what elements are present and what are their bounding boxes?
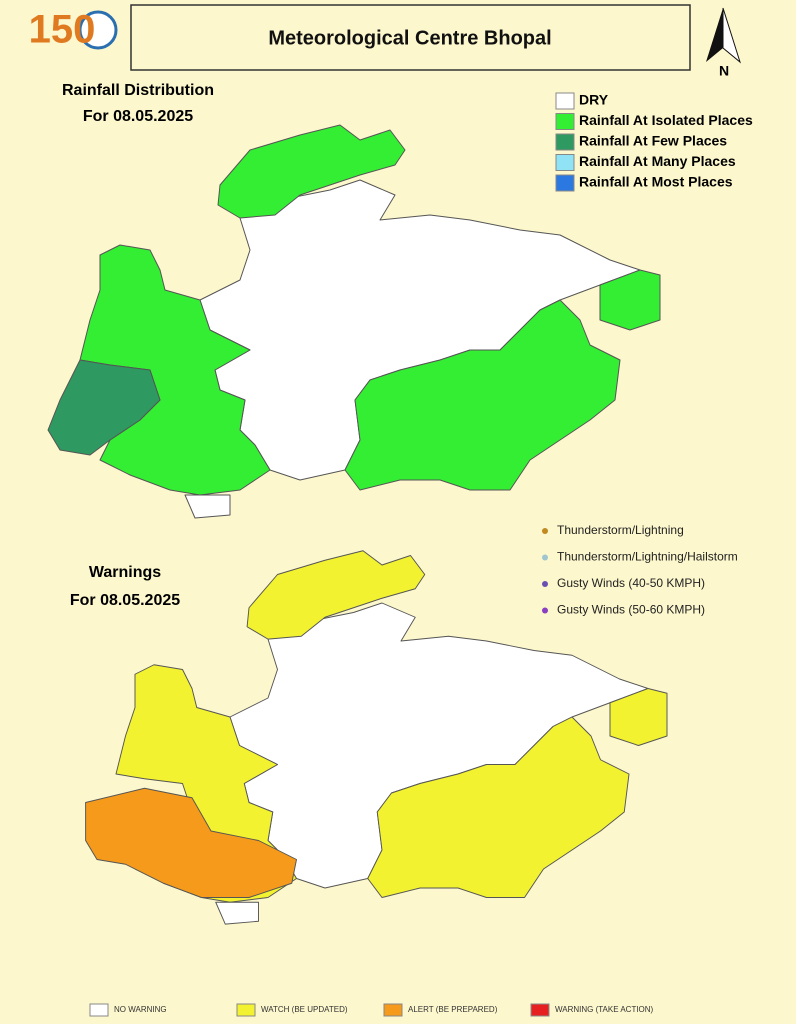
north-arrow: N bbox=[706, 7, 741, 79]
legend-label: WARNING (TAKE ACTION) bbox=[555, 1005, 654, 1014]
warnings-map bbox=[85, 550, 668, 925]
legend-label: Rainfall At Few Places bbox=[579, 133, 727, 149]
north-label: N bbox=[719, 63, 729, 79]
symbol-label: Thunderstorm/Lightning/Hailstorm bbox=[557, 550, 738, 564]
symbol-label: Thunderstorm/Lightning bbox=[557, 523, 684, 537]
region bbox=[85, 787, 297, 898]
legend-swatch bbox=[555, 113, 575, 130]
region bbox=[599, 269, 661, 331]
legend-swatch bbox=[383, 1003, 403, 1017]
rainfall-map bbox=[47, 124, 661, 519]
legend-label: DRY bbox=[579, 92, 609, 108]
region bbox=[215, 901, 259, 925]
rainfall-date: For 08.05.2025 bbox=[83, 108, 193, 125]
symbol-icon bbox=[542, 581, 548, 587]
legend-label: ALERT (BE PREPARED) bbox=[408, 1005, 498, 1014]
symbol-label: Gusty Winds (50-60 KMPH) bbox=[557, 603, 705, 617]
warnings-date: For 08.05.2025 bbox=[70, 592, 180, 609]
legend-swatch bbox=[89, 1003, 109, 1017]
region bbox=[344, 299, 621, 491]
rainfall-title: Rainfall Distribution bbox=[62, 82, 214, 99]
legend-swatch bbox=[555, 92, 575, 110]
symbol-label: Gusty Winds (40-50 KMPH) bbox=[557, 576, 705, 590]
logo: 150 bbox=[29, 8, 118, 52]
region bbox=[184, 494, 231, 519]
legend-label: Rainfall At Isolated Places bbox=[579, 112, 753, 128]
region bbox=[47, 359, 161, 456]
symbol-icon bbox=[542, 607, 548, 614]
legend-label: Rainfall At Many Places bbox=[579, 153, 736, 169]
region bbox=[609, 688, 668, 746]
region bbox=[246, 550, 426, 640]
legend-swatch bbox=[555, 174, 575, 192]
header-title: Meteorological Centre Bhopal bbox=[268, 27, 551, 49]
warning-legend: NO WARNING WATCH (BE UPDATED) ALERT (BE PR… bbox=[89, 1003, 654, 1017]
legend-swatch bbox=[236, 1003, 256, 1017]
logo-text: 150 bbox=[29, 8, 96, 52]
rainfall-legend: DRY Rainfall At Isolated Places Rainfall A… bbox=[555, 92, 753, 192]
legend-label: WATCH (BE UPDATED) bbox=[261, 1005, 348, 1014]
legend-label: Rainfall At Most Places bbox=[579, 174, 733, 190]
symbol-legend: Thunderstorm/Lightning Thunderstorm/Light… bbox=[542, 523, 738, 617]
header-box bbox=[130, 4, 691, 71]
legend-swatch bbox=[555, 154, 575, 171]
symbol-icon bbox=[542, 554, 548, 561]
symbol-icon bbox=[542, 528, 548, 534]
legend-swatch bbox=[555, 133, 575, 151]
legend-swatch bbox=[530, 1003, 550, 1017]
warnings-title: Warnings bbox=[89, 564, 161, 581]
region bbox=[217, 124, 406, 219]
region bbox=[367, 716, 630, 898]
legend-label: NO WARNING bbox=[114, 1005, 167, 1014]
